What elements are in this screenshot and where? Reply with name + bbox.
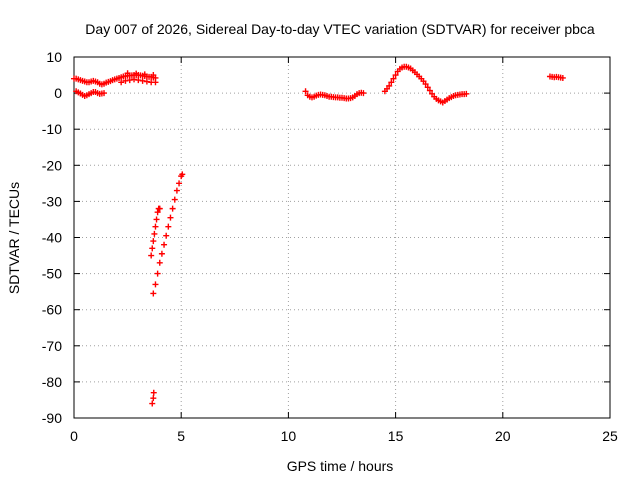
data-point [167,214,174,221]
data-point [124,70,131,77]
data-point [390,75,397,82]
x-axis-label: GPS time / hours [287,458,394,474]
x-tick-label: 10 [281,428,297,444]
data-point [154,209,161,216]
data-point [122,77,129,84]
data-point [126,77,133,84]
data-point [156,205,163,212]
data-point [152,281,159,288]
data-point [150,395,157,402]
data-point [302,88,309,95]
data-point [424,84,431,91]
data-point [150,290,157,297]
data-point [422,81,429,88]
data-point [559,74,566,81]
data-point [156,259,163,266]
data-point [149,245,156,252]
data-point [179,171,186,178]
chart-title: Day 007 of 2026, Sidereal Day-to-day VTE… [85,21,595,37]
y-tick-label: -70 [42,338,62,354]
data-point [118,79,125,86]
data-point [463,90,470,97]
data-point [173,187,180,194]
x-tick-label: 15 [388,428,404,444]
y-tick-label: -50 [42,266,62,282]
y-tick-label: -20 [42,157,62,173]
data-point [158,250,165,257]
data-points [71,63,566,407]
axis-ticks: 0 5 10 15 20 25 10 0 -10 -20 -30 -40 -50 -60 -70 -80 -90 [42,49,618,444]
y-tick-label: 0 [54,85,62,101]
data-point [386,82,393,89]
data-point [176,180,183,187]
y-axis-label: SDTVAR / TECUs [6,182,22,294]
grid-lines [74,57,610,418]
data-point [150,389,157,396]
data-point [152,79,159,86]
data-point [143,78,150,85]
data-point [148,252,155,259]
data-point [141,71,148,78]
y-tick-label: -90 [42,410,62,426]
data-point [169,205,176,212]
data-point [171,196,178,203]
data-point [152,223,159,230]
y-tick-label: -30 [42,193,62,209]
data-point [151,230,158,237]
y-tick-label: -10 [42,121,62,137]
y-tick-label: 10 [46,49,62,65]
data-point [153,216,160,223]
data-point [150,238,157,245]
data-point [101,90,108,97]
x-tick-label: 0 [70,428,78,444]
x-tick-label: 25 [602,428,618,444]
data-point [165,223,172,230]
data-point [392,72,399,79]
data-point [360,90,367,97]
data-point [149,400,156,407]
y-tick-label: -80 [42,374,62,390]
data-point [133,70,140,77]
data-point [135,77,142,84]
data-point [150,72,157,79]
x-tick-label: 5 [177,428,185,444]
data-point [163,232,170,239]
x-tick-label: 20 [495,428,511,444]
data-point [139,77,146,84]
data-point [131,76,138,83]
data-point [388,79,395,86]
data-point [161,241,168,248]
y-tick-label: -40 [42,230,62,246]
data-point [426,87,433,94]
data-point [154,270,161,277]
y-tick-label: -60 [42,302,62,318]
